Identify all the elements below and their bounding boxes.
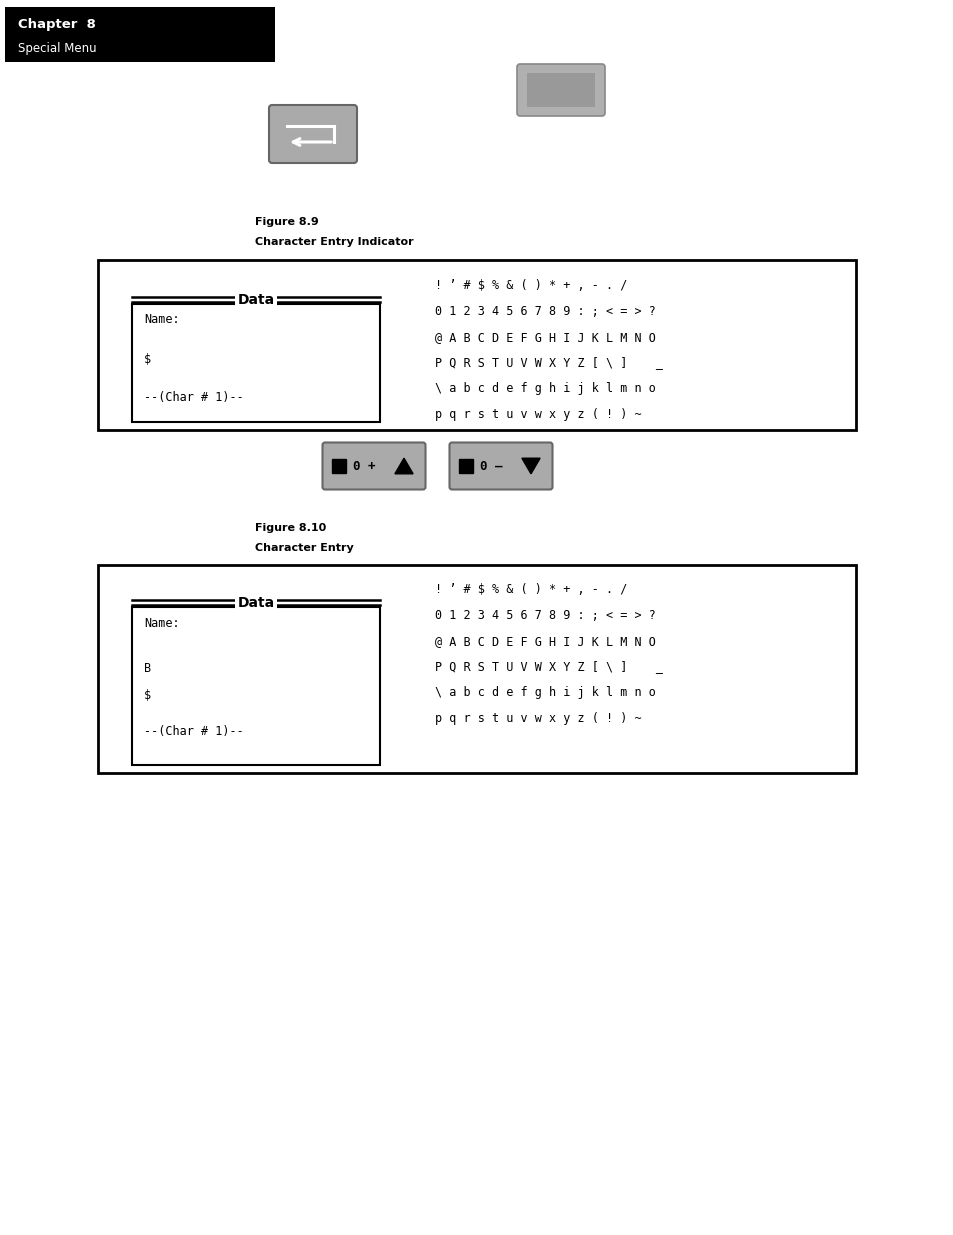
FancyBboxPatch shape [517, 64, 604, 116]
Text: B: B [144, 662, 151, 676]
FancyBboxPatch shape [322, 442, 425, 489]
Text: Chapter  8: Chapter 8 [18, 19, 95, 31]
Bar [458, 459, 473, 473]
Text: Special Menu: Special Menu [18, 42, 96, 56]
Bar [98, 564, 855, 773]
Text: 0 1 2 3 4 5 6 7 8 9 : ; < = > ?: 0 1 2 3 4 5 6 7 8 9 : ; < = > ? [435, 609, 656, 621]
Text: P Q R S T U V W X Y Z [ \ ]    _: P Q R S T U V W X Y Z [ \ ] _ [435, 661, 662, 673]
Text: --(Char # 1)--: --(Char # 1)-- [144, 391, 244, 404]
Text: Name:: Name: [144, 312, 179, 326]
Bar [526, 73, 595, 107]
Bar [132, 304, 379, 422]
FancyBboxPatch shape [449, 442, 552, 489]
FancyBboxPatch shape [269, 105, 356, 163]
Text: Figure 8.10: Figure 8.10 [254, 522, 326, 534]
Text: Figure 8.9: Figure 8.9 [254, 217, 318, 227]
Bar [332, 459, 346, 473]
Bar [132, 606, 379, 764]
Text: p q r s t u v w x y z ( ! ) ~: p q r s t u v w x y z ( ! ) ~ [435, 713, 641, 725]
Text: 0 +: 0 + [353, 459, 375, 473]
Text: @ A B C D E F G H I J K L M N O: @ A B C D E F G H I J K L M N O [435, 635, 656, 647]
Text: P Q R S T U V W X Y Z [ \ ]    _: P Q R S T U V W X Y Z [ \ ] _ [435, 357, 662, 369]
Text: \ a b c d e f g h i j k l m n o: \ a b c d e f g h i j k l m n o [435, 687, 656, 699]
Text: Data: Data [237, 595, 274, 610]
Text: ! ’ # $ % & ( ) * + , - . /: ! ’ # $ % & ( ) * + , - . / [435, 583, 627, 597]
Text: Character Entry Indicator: Character Entry Indicator [254, 237, 414, 247]
Text: @ A B C D E F G H I J K L M N O: @ A B C D E F G H I J K L M N O [435, 331, 656, 343]
Text: p q r s t u v w x y z ( ! ) ~: p q r s t u v w x y z ( ! ) ~ [435, 408, 641, 421]
Text: 0 –: 0 – [479, 459, 502, 473]
Text: $: $ [144, 353, 151, 366]
Text: $: $ [144, 689, 151, 701]
Text: \ a b c d e f g h i j k l m n o: \ a b c d e f g h i j k l m n o [435, 382, 656, 395]
Bar [98, 261, 855, 430]
Text: Data: Data [237, 293, 274, 306]
Text: --(Char # 1)--: --(Char # 1)-- [144, 725, 244, 739]
Text: ! ’ # $ % & ( ) * + , - . /: ! ’ # $ % & ( ) * + , - . / [435, 279, 627, 291]
Polygon shape [521, 458, 539, 474]
Bar [5, 7, 274, 62]
Polygon shape [395, 458, 413, 474]
Text: Character Entry: Character Entry [254, 543, 354, 553]
Text: 0 1 2 3 4 5 6 7 8 9 : ; < = > ?: 0 1 2 3 4 5 6 7 8 9 : ; < = > ? [435, 305, 656, 317]
Text: Name:: Name: [144, 618, 179, 630]
